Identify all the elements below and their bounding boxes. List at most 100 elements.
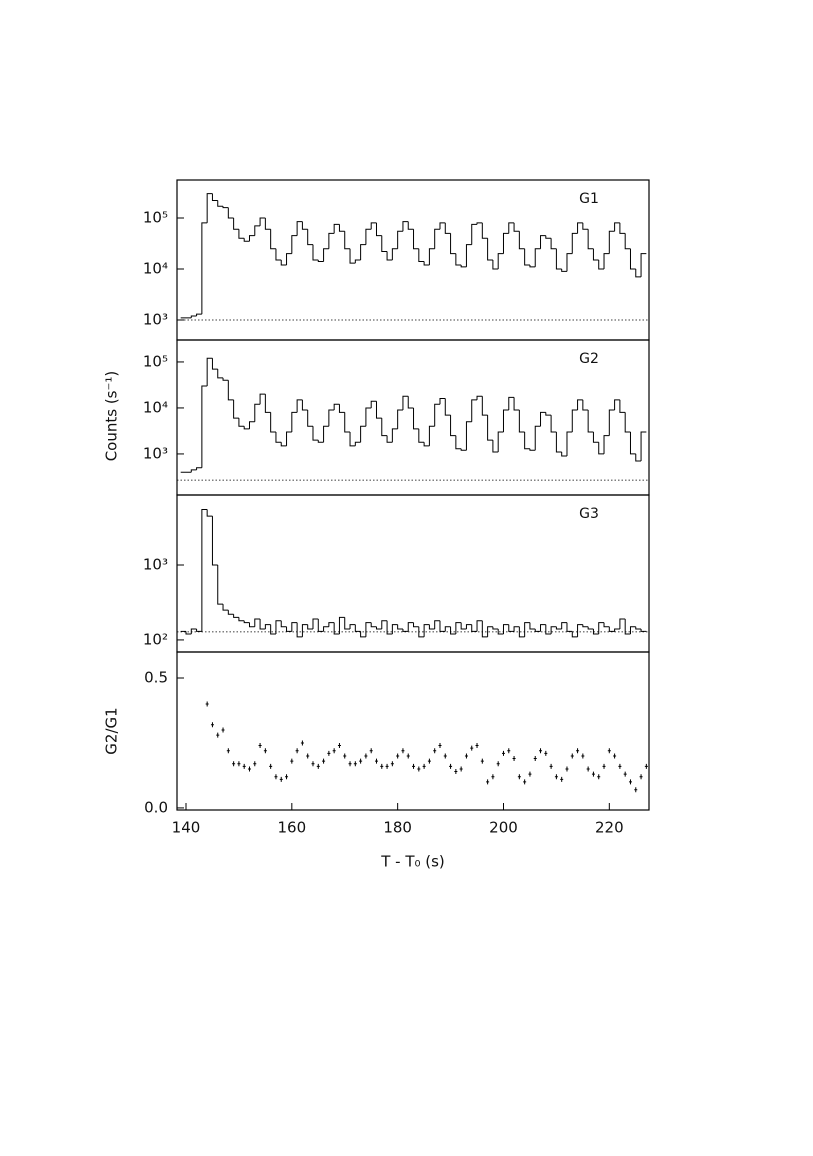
data-point <box>560 776 564 782</box>
histogram-step <box>582 399 589 411</box>
histogram-step <box>524 431 530 450</box>
histogram-step <box>217 200 224 207</box>
histogram-step <box>296 622 303 638</box>
histogram-step <box>344 412 351 433</box>
data-point <box>438 743 442 749</box>
data-point <box>210 722 214 728</box>
data-point <box>639 774 643 780</box>
data-point <box>205 701 209 707</box>
data-point <box>385 763 389 769</box>
histogram-step <box>481 396 488 416</box>
data-point <box>427 758 431 764</box>
histogram-step <box>487 626 493 637</box>
y-tick-label: 0.5 <box>144 668 168 686</box>
histogram-step <box>608 409 615 436</box>
histogram-step <box>365 228 372 245</box>
data-point <box>528 771 532 777</box>
histogram-step <box>508 624 515 632</box>
histogram-step <box>434 620 440 629</box>
histogram-step <box>513 626 520 632</box>
x-tick-label: 180 <box>383 819 412 837</box>
histogram-step <box>434 403 440 427</box>
histogram-step <box>196 467 202 470</box>
histogram-step <box>518 410 525 433</box>
histogram-step <box>444 398 451 416</box>
y-tick-label: 10³ <box>143 556 168 574</box>
data-point <box>470 745 474 751</box>
histogram-step <box>418 428 425 443</box>
histogram-step <box>280 442 287 447</box>
histogram-step <box>286 253 292 265</box>
histogram-step <box>354 441 361 446</box>
histogram-step <box>349 248 356 264</box>
y-tick-label: 10⁵ <box>143 208 168 226</box>
histogram-step <box>338 224 345 232</box>
histogram-step <box>476 395 483 400</box>
histogram-step <box>635 268 642 278</box>
data-point <box>364 753 368 759</box>
data-point <box>232 761 236 767</box>
data-point <box>274 774 278 780</box>
data-point <box>491 774 495 780</box>
histogram-step <box>317 440 324 443</box>
histogram-step <box>571 232 578 254</box>
histogram-step <box>270 229 276 250</box>
histogram-step <box>196 313 202 316</box>
histogram-step <box>629 248 636 270</box>
y-tick-label: 10² <box>143 630 168 648</box>
data-point <box>316 763 320 769</box>
histogram-step <box>534 628 541 632</box>
histogram-step <box>619 618 626 629</box>
panel-label: G3 <box>579 506 599 522</box>
y-axis-label: Counts (s⁻¹) <box>103 371 121 462</box>
histogram-step <box>492 626 499 630</box>
histogram-step <box>566 622 573 632</box>
histogram-step <box>413 407 419 430</box>
histogram-step <box>381 620 388 629</box>
data-point <box>406 753 410 759</box>
y-tick-label: 10³ <box>143 310 168 328</box>
histogram-step <box>317 260 324 263</box>
data-point <box>480 758 484 764</box>
histogram-step <box>460 448 467 451</box>
histogram-step <box>571 409 578 432</box>
panel <box>177 193 649 321</box>
histogram-step <box>487 238 493 261</box>
data-point <box>380 763 384 769</box>
data-point <box>258 743 262 749</box>
histogram-step <box>428 248 435 265</box>
histogram-step <box>270 412 276 433</box>
data-point <box>285 774 289 780</box>
data-point <box>512 756 516 762</box>
data-point <box>311 761 315 767</box>
histogram-step <box>550 415 557 433</box>
histogram-step <box>428 425 435 446</box>
histogram-step <box>222 604 229 611</box>
histogram-step <box>561 622 567 629</box>
histogram-step <box>211 358 218 370</box>
data-point <box>374 758 378 764</box>
histogram-step <box>354 259 361 264</box>
data-point <box>412 763 416 769</box>
histogram-step <box>190 628 197 634</box>
data-point <box>586 766 590 772</box>
histogram-step <box>233 217 239 230</box>
histogram-step <box>518 231 525 250</box>
x-tick-label: 220 <box>595 819 624 837</box>
histogram-step <box>635 453 642 462</box>
histogram-step <box>349 431 356 447</box>
data-point <box>300 740 304 746</box>
histogram-step <box>444 626 451 632</box>
histogram-step <box>222 377 229 381</box>
histogram-step <box>545 412 552 416</box>
histogram-step <box>450 233 456 255</box>
data-point <box>591 771 595 777</box>
histogram-step <box>296 399 303 413</box>
data-point <box>279 776 283 782</box>
histogram-step <box>301 399 308 411</box>
histogram-step <box>587 229 594 250</box>
histogram-step <box>439 398 446 405</box>
histogram-step <box>418 626 425 638</box>
histogram-step <box>328 232 335 249</box>
data-point <box>486 779 490 785</box>
